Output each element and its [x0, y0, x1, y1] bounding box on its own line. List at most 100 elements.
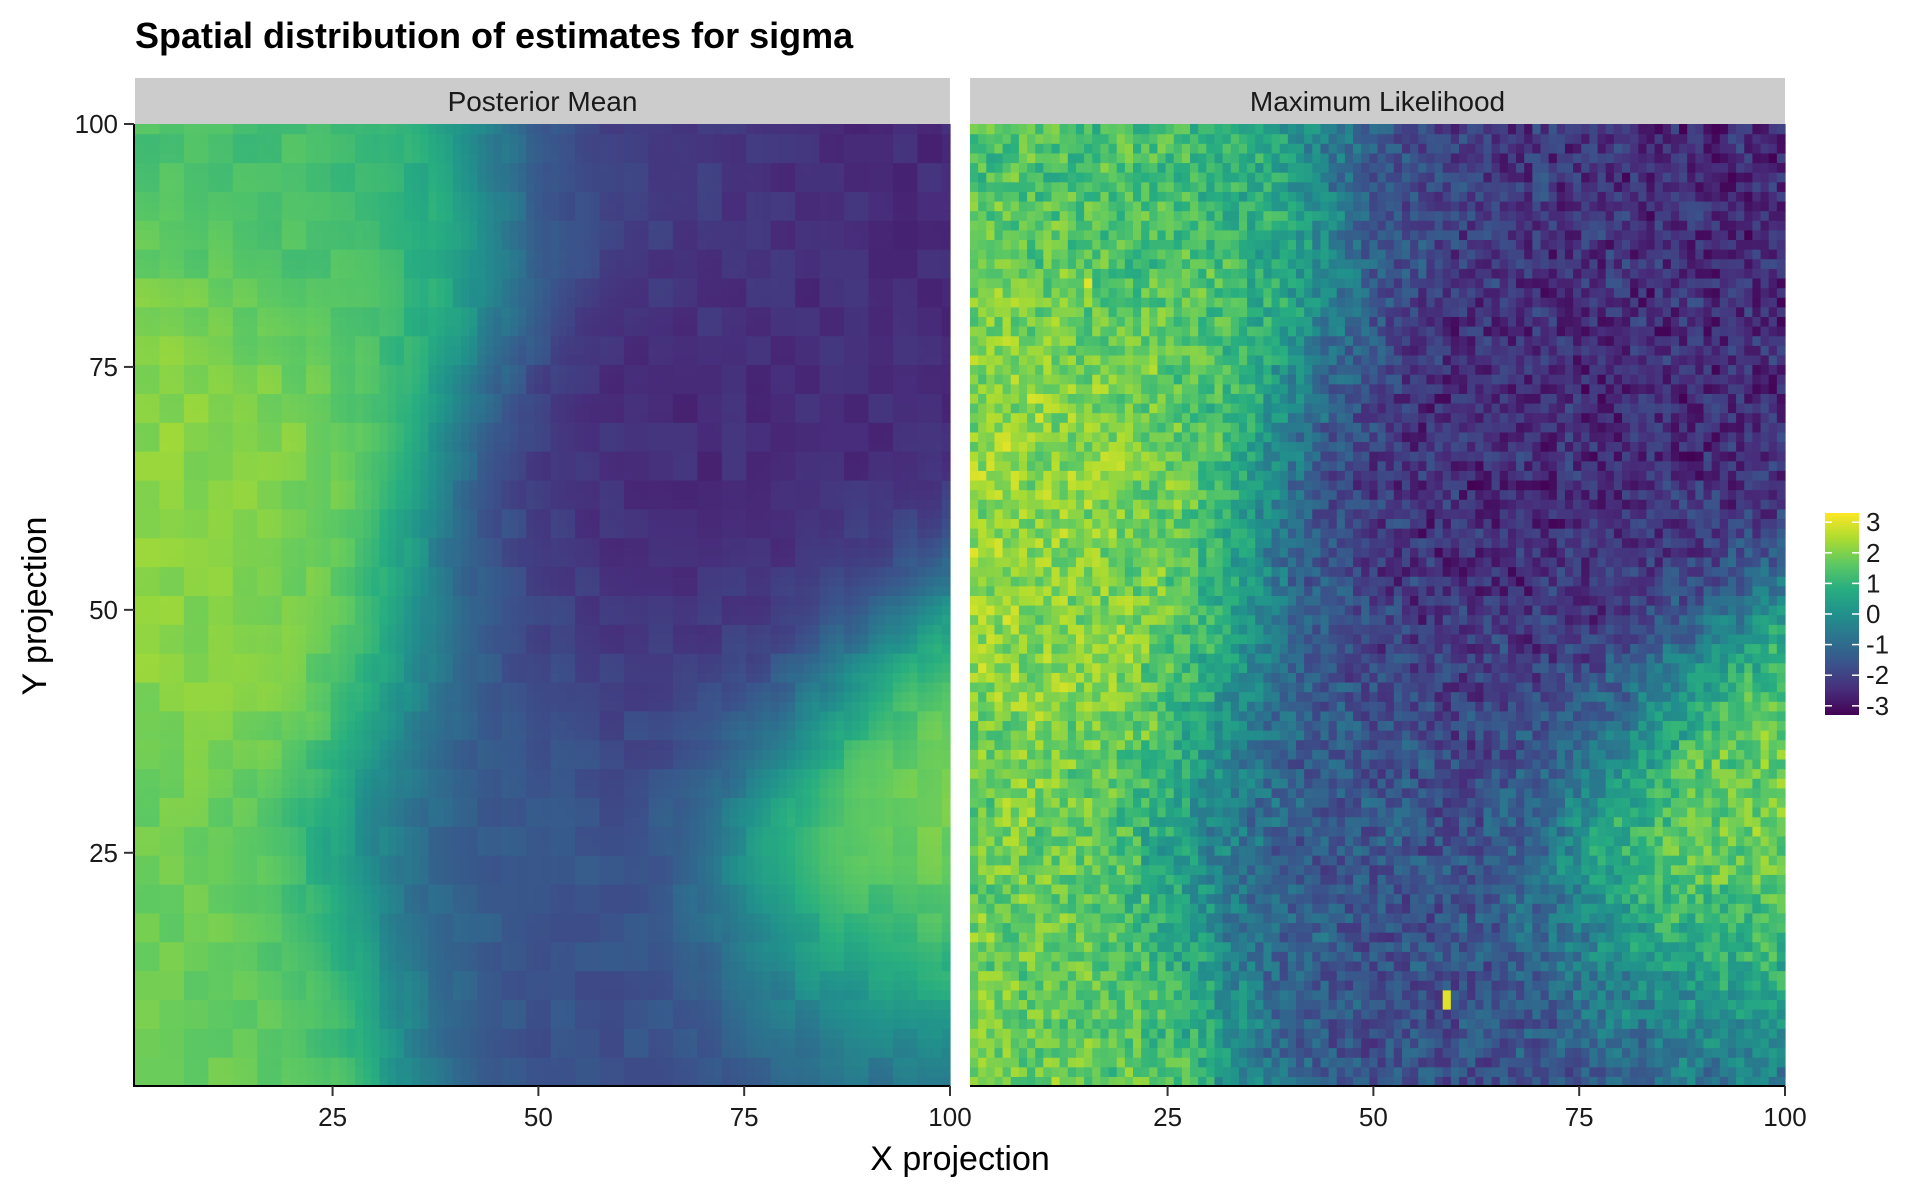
- heat-cell: [135, 326, 144, 337]
- heat-cell: [428, 470, 438, 481]
- heat-cell: [363, 345, 372, 356]
- heat-cell: [412, 576, 421, 587]
- heat-cell: [232, 1057, 242, 1068]
- heat-cell: [135, 143, 144, 154]
- heat-cell: [249, 883, 258, 895]
- heat-cell: [493, 287, 503, 298]
- heat-cell: [216, 835, 226, 847]
- heat-cell: [379, 1076, 389, 1087]
- heat-cell: [183, 229, 193, 241]
- heat-cell: [501, 470, 511, 481]
- heat-cell: [192, 200, 201, 212]
- heat-cell: [534, 980, 544, 991]
- heat-cell: [240, 797, 250, 808]
- heat-cell: [485, 431, 495, 443]
- heat-cell: [175, 518, 185, 529]
- heat-cell: [428, 345, 438, 356]
- heat-cell: [135, 758, 144, 770]
- heat-cell: [477, 845, 487, 856]
- heat-cell: [289, 249, 299, 260]
- heat-cell: [526, 1047, 535, 1058]
- heat-cell: [363, 855, 372, 866]
- heat-cell: [314, 306, 324, 317]
- heat-cell: [485, 326, 495, 337]
- heat-cell: [249, 306, 258, 317]
- heat-cell: [403, 316, 413, 327]
- heat-cell: [452, 912, 462, 924]
- heat-cell: [273, 758, 283, 770]
- heat-cell: [526, 797, 535, 808]
- heat-cell: [183, 1057, 193, 1068]
- heat-cell: [240, 845, 250, 856]
- heat-cell: [200, 460, 209, 471]
- heat-cell: [461, 297, 470, 308]
- heat-cell: [395, 797, 405, 808]
- heat-cell: [477, 633, 487, 645]
- heat-cell: [371, 624, 381, 635]
- heat-cell: [469, 768, 478, 779]
- heat-cell: [518, 624, 527, 635]
- heat-cell: [167, 210, 177, 221]
- heat-cell: [395, 864, 405, 875]
- heat-cell: [346, 547, 356, 558]
- heat-cell: [371, 287, 381, 298]
- heat-cell: [526, 345, 535, 356]
- heat-cell: [175, 556, 185, 568]
- heat-cell: [240, 1018, 250, 1029]
- heat-cell: [257, 970, 266, 981]
- heat-cell: [306, 1037, 315, 1049]
- heat-cell: [224, 335, 234, 346]
- heat-cell: [518, 643, 527, 654]
- heat-cell: [257, 297, 266, 308]
- heat-cell: [281, 508, 291, 520]
- heat-cell: [322, 143, 332, 154]
- heat-cell: [501, 749, 511, 760]
- heat-cell: [240, 143, 250, 154]
- heat-cell: [330, 508, 340, 520]
- heat-cell: [477, 662, 487, 673]
- heat-cell: [485, 681, 495, 693]
- heat-cell: [224, 864, 234, 875]
- heat-cell: [232, 499, 242, 510]
- heat-cell: [444, 460, 454, 471]
- heat-cell: [257, 239, 266, 250]
- heat-cell: [493, 941, 503, 952]
- heat-cell: [224, 653, 234, 664]
- heat-cell: [452, 393, 462, 404]
- heat-cell: [395, 441, 405, 452]
- heat-cell: [216, 768, 226, 779]
- heat-cell: [306, 874, 315, 885]
- heat-cell: [151, 768, 161, 779]
- heat-cell: [452, 903, 462, 914]
- heat-cell: [298, 181, 307, 192]
- heat-cell: [493, 383, 503, 394]
- heat-cell: [338, 489, 348, 500]
- heat-cell: [208, 162, 218, 173]
- heat-cell: [346, 807, 356, 818]
- heat-cell: [469, 605, 478, 616]
- heat-cell: [363, 451, 372, 462]
- heat-cell: [151, 479, 161, 491]
- heat-cell: [412, 633, 421, 645]
- heat-cell: [192, 758, 201, 770]
- heat-cell: [306, 210, 315, 221]
- heat-cell: [452, 970, 462, 981]
- heat-cell: [208, 778, 218, 789]
- heat-cell: [192, 1018, 201, 1029]
- heat-cell: [379, 537, 389, 548]
- heat-cell: [485, 585, 495, 596]
- heat-cell: [355, 162, 364, 173]
- heat-cell: [143, 595, 152, 606]
- heat-cell: [249, 903, 258, 914]
- heat-cell: [135, 605, 144, 616]
- heat-cell: [135, 980, 144, 991]
- heat-cell: [232, 431, 242, 443]
- heat-cell: [208, 787, 218, 798]
- heat-cell: [151, 730, 161, 741]
- heat-cell: [485, 528, 495, 539]
- heat-cell: [240, 566, 250, 577]
- heat-cell: [265, 970, 275, 981]
- heat-cell: [501, 258, 511, 269]
- heat-cell: [403, 778, 413, 789]
- heat-cell: [183, 720, 193, 731]
